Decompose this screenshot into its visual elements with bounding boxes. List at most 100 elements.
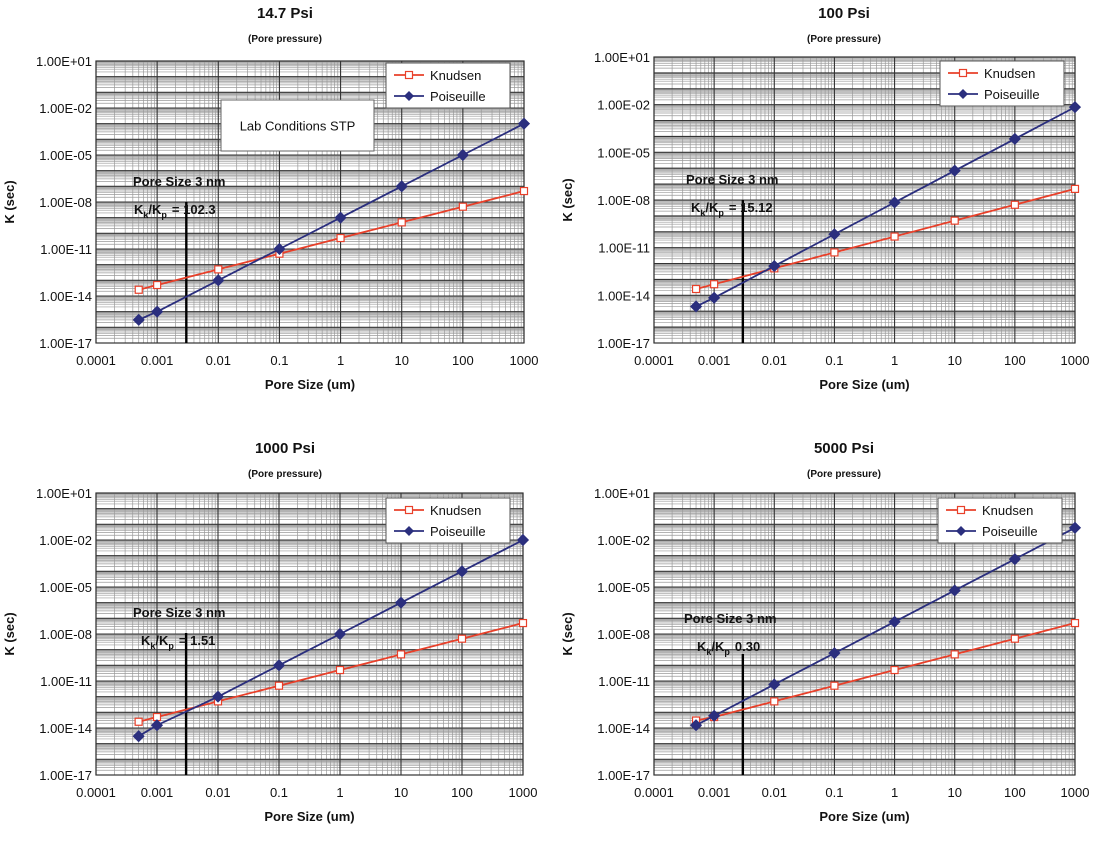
- poiseuille-point: [708, 709, 721, 722]
- y-axis-label: K (sec): [2, 180, 17, 223]
- knudsen-point: [950, 216, 959, 225]
- x-tick-label: 0.0001: [76, 785, 116, 800]
- x-tick-label: 1: [336, 785, 343, 800]
- series-line-poiseuille: [138, 539, 524, 737]
- series-line-knudsen: [138, 190, 525, 291]
- knudsen-point: [458, 202, 467, 211]
- x-tick-label: 0.01: [762, 353, 787, 368]
- ratio-part-k: K: [691, 200, 701, 215]
- x-tick-label: 0.1: [270, 785, 288, 800]
- knudsen-point: [890, 665, 899, 675]
- poiseuille-point: [516, 533, 530, 547]
- y-tick-label: 1.00E-11: [40, 242, 92, 257]
- y-tick-label: 1.00E-17: [39, 336, 92, 351]
- poiseuille-point: [948, 584, 961, 597]
- y-tick-label: 1.00E-08: [597, 193, 650, 208]
- chart-subtitle: (Pore pressure): [807, 34, 881, 45]
- x-tick-label: 0.1: [825, 353, 843, 368]
- legend-label: Poiseuille: [430, 89, 486, 104]
- pore-size-annotation: Pore Size 3 nm: [133, 174, 225, 189]
- poiseuille-point: [828, 647, 841, 660]
- y-tick-label: 1.00E-08: [39, 627, 92, 642]
- knudsen-point: [1070, 184, 1080, 193]
- grid: [95, 492, 524, 776]
- poiseuille-point: [132, 313, 145, 326]
- y-tick-label: 1.00E-11: [598, 674, 650, 689]
- knudsen-point: [691, 284, 701, 294]
- chart-title: 100 Psi: [818, 5, 870, 22]
- x-tick-label: 100: [1004, 353, 1026, 368]
- poiseuille-point: [828, 228, 841, 241]
- plot-frame: [95, 492, 524, 776]
- poiseuille-point: [517, 117, 531, 130]
- poiseuille-point: [334, 211, 347, 224]
- x-tick-label: 0.01: [205, 785, 230, 800]
- plot-frame: [653, 56, 1076, 344]
- chart-title: 1000 Psi: [255, 440, 315, 457]
- y-tick-label: 1.00E+01: [594, 50, 650, 65]
- x-tick-label: 0.001: [141, 353, 174, 368]
- lab-conditions-box: [220, 99, 375, 152]
- y-tick-label: 1.00E-17: [597, 768, 650, 783]
- series-poiseuille: [132, 117, 531, 326]
- y-tick-label: 1.00E-14: [597, 721, 650, 736]
- series-line-knudsen: [695, 188, 1076, 290]
- series-knudsen: [134, 186, 529, 294]
- series-line-poiseuille: [138, 122, 525, 321]
- legend: Knudsen Poiseuille: [937, 497, 1063, 544]
- legend-marker-square: [956, 505, 966, 515]
- poiseuille-point: [333, 627, 347, 641]
- x-tick-label: 0.001: [141, 785, 174, 800]
- x-tick-label: 0.0001: [634, 785, 674, 800]
- legend-box: [939, 60, 1065, 107]
- y-tick-label: 1.00E+01: [594, 486, 650, 501]
- ratio-annotation: Kk/Kp = 15.12: [691, 200, 773, 218]
- legend-marker-diamond: [404, 91, 414, 101]
- knudsen-point: [1010, 200, 1019, 209]
- legend-marker-square: [404, 505, 414, 515]
- legend-label: Knudsen: [984, 66, 1035, 81]
- poiseuille-point: [888, 196, 901, 209]
- y-tick-label: 1.00E-05: [39, 580, 92, 595]
- knudsen-point: [1070, 618, 1080, 628]
- x-tick-label: 0.01: [206, 353, 231, 368]
- chart-panel-2: 0.0001 0.001 0.01 0.1 1 10 100 1000 1.00E-17 1.00…: [560, 5, 1089, 392]
- knudsen-point: [396, 650, 406, 659]
- ratio-annotation: Kk/Kp 0.30: [697, 639, 760, 657]
- series-line-knudsen: [138, 622, 524, 723]
- series-poiseuille: [689, 521, 1082, 732]
- knudsen-point: [214, 265, 223, 274]
- legend-label: Poiseuille: [982, 524, 1038, 539]
- x-tick-label: 1: [337, 353, 344, 368]
- ratio-part-sub1: k: [700, 208, 706, 218]
- knudsen-point: [1010, 634, 1019, 643]
- legend-label: Poiseuille: [430, 524, 486, 539]
- y-axis-label: K (sec): [560, 178, 575, 221]
- x-axis-label: Pore Size (um): [819, 809, 909, 824]
- ratio-part-slash: /K: [711, 639, 725, 654]
- y-tick-label: 1.00E-14: [39, 289, 92, 304]
- x-tick-label: 100: [1004, 785, 1026, 800]
- y-tick-label: 1.00E+01: [36, 486, 92, 501]
- ratio-part-slash: /K: [148, 202, 162, 217]
- ratio-part-value: = 102.3: [172, 202, 216, 217]
- knudsen-point: [518, 618, 528, 628]
- chart-title: 14.7 Psi: [257, 5, 313, 22]
- x-tick-label: 0.0001: [76, 353, 116, 368]
- knudsen-point: [134, 717, 143, 726]
- legend-marker-square: [958, 68, 968, 78]
- poiseuille-point: [768, 678, 781, 691]
- x-tick-label: 10: [947, 353, 961, 368]
- poiseuille-point: [455, 565, 469, 578]
- legend-label: Poiseuille: [984, 87, 1040, 102]
- y-tick-label: 1.00E-14: [39, 721, 92, 736]
- knudsen-point: [710, 280, 719, 289]
- x-axis-label: Pore Size (um): [265, 377, 355, 392]
- ratio-part-sub1: k: [706, 647, 712, 657]
- knudsen-point: [770, 697, 779, 706]
- ratio-part-sub1: k: [143, 210, 149, 220]
- y-tick-label: 1.00E-02: [597, 533, 650, 548]
- x-tick-label: 1000: [1061, 785, 1090, 800]
- y-tick-label: 1.00E-05: [597, 145, 650, 160]
